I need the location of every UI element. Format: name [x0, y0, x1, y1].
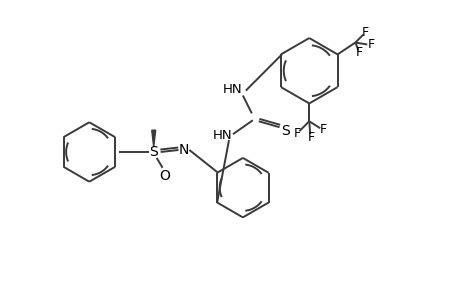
Text: S: S [149, 145, 158, 159]
Text: F: F [355, 46, 362, 59]
Text: F: F [307, 130, 314, 144]
Text: O: O [159, 169, 170, 183]
Text: F: F [293, 127, 300, 140]
Text: F: F [361, 26, 368, 39]
Text: N: N [178, 143, 188, 157]
Text: F: F [319, 123, 326, 136]
Text: F: F [367, 38, 374, 51]
Polygon shape [151, 130, 155, 147]
Text: S: S [280, 124, 289, 138]
Text: HN: HN [223, 83, 242, 96]
Text: HN: HN [212, 129, 231, 142]
